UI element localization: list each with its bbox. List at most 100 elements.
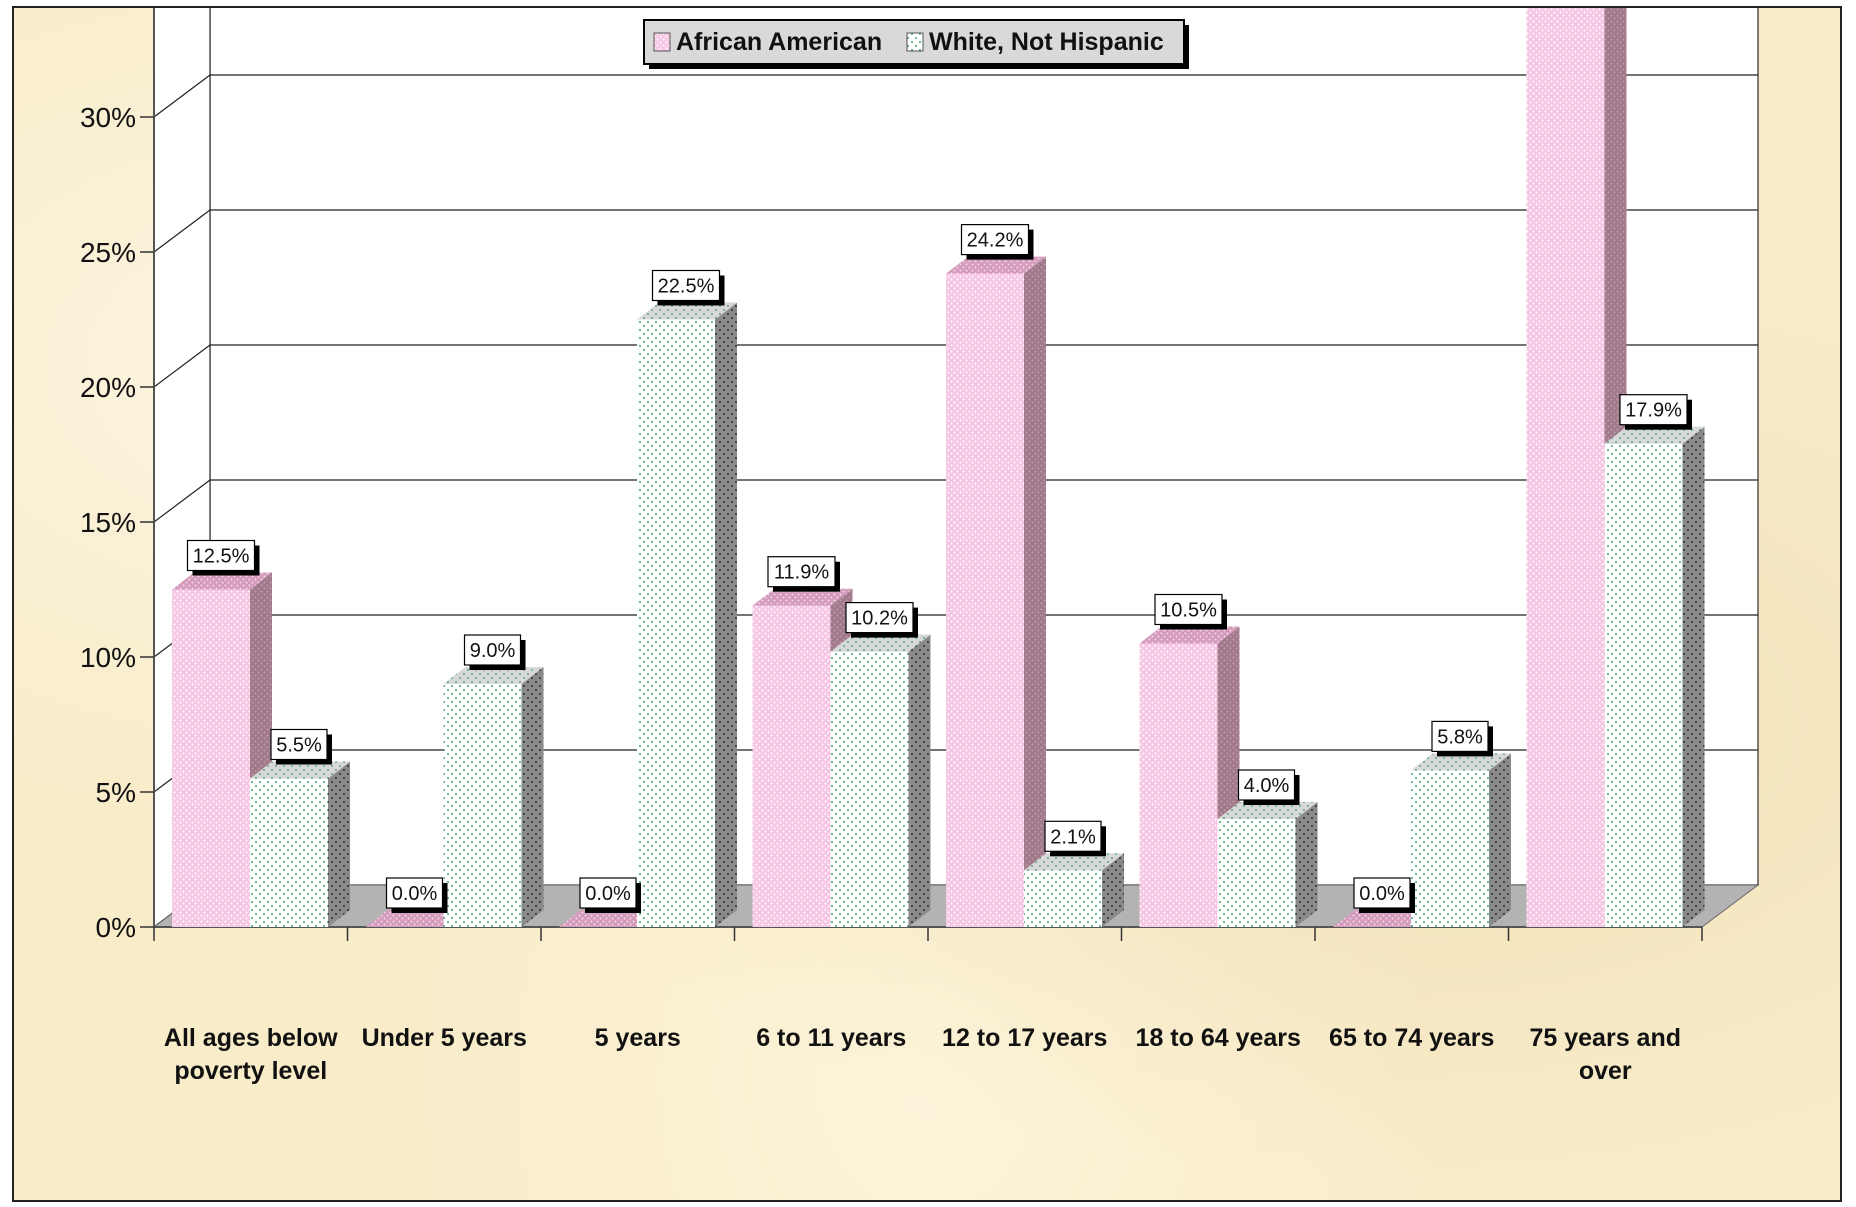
data-label-african-american: 24.2%: [960, 224, 1034, 260]
bar-front: [1411, 770, 1489, 927]
bar-side: [1024, 256, 1046, 928]
data-label-white-not-hispanic: 4.0%: [1237, 769, 1300, 805]
y-tick-label: 10%: [80, 642, 136, 673]
bar-side: [328, 761, 350, 927]
bar-top: [1139, 626, 1240, 644]
data-label-white-not-hispanic: 5.8%: [1431, 720, 1493, 757]
data-label-text: 22.5%: [658, 276, 715, 298]
data-label-african-american: 10.5%: [1154, 593, 1227, 630]
gridline: [153, 74, 1758, 118]
bar-top: [172, 572, 272, 590]
bars: [172, 8, 1705, 928]
data-label-african-american: 0.0%: [579, 877, 641, 913]
bar-white-not-hispanic: [250, 761, 350, 927]
data-label-text: 0.0%: [392, 883, 438, 905]
data-label-box: [579, 877, 637, 909]
bar-front: [250, 778, 328, 927]
y-tick-label: 5%: [96, 777, 136, 808]
bar-top: [637, 302, 737, 320]
x-category-label: 65 to 74 years: [1329, 1024, 1494, 1052]
bar-african-american: [559, 910, 659, 927]
x-category-label: Under 5 years: [362, 1024, 527, 1052]
bar-top: [1024, 853, 1124, 871]
data-labels: 12.5%0.0%0.0%11.9%24.2%10.5%0.0%34.6%5.5…: [186, 224, 1692, 913]
bar-top: [1604, 426, 1705, 444]
x-category-label: All ages below: [164, 1024, 338, 1052]
data-label-text: 10.2%: [851, 608, 908, 630]
bar-front: [637, 319, 715, 927]
x-category-label: 12 to 17 years: [942, 1024, 1107, 1052]
data-label-box: [186, 539, 256, 572]
bar-side: [1489, 753, 1511, 927]
y-tick-label: 20%: [80, 372, 136, 403]
data-label-white-not-hispanic: 2.1%: [1044, 820, 1106, 857]
bar-front: [1139, 643, 1218, 927]
data-label-box: [845, 601, 914, 634]
data-label-african-american: 12.5%: [186, 539, 260, 576]
x-category-label: 18 to 64 years: [1136, 1024, 1301, 1052]
data-label-african-american: 11.9%: [767, 556, 840, 592]
legend-label-african-american: African American: [676, 28, 882, 56]
bar-white-not-hispanic: [637, 302, 737, 927]
x-category-label: poverty level: [174, 1057, 327, 1085]
data-label-box: [1353, 877, 1411, 909]
data-label-text: 9.0%: [470, 640, 516, 662]
data-label-text: 10.5%: [1160, 600, 1217, 622]
legend: African American White, Not Hispanic: [643, 19, 1189, 69]
bar-front: [830, 651, 909, 927]
bar-side: [1295, 802, 1318, 927]
bar-top: [752, 588, 853, 606]
bar-white-not-hispanic: [1604, 426, 1705, 927]
bar-top: [830, 634, 931, 652]
data-label-box: [270, 728, 328, 761]
bar-side: [1682, 426, 1705, 927]
data-label-text: 5.8%: [1437, 726, 1483, 748]
bar-african-american: [1333, 910, 1433, 927]
y-axis-ticks: 0%5%10%15%20%25%30%35%: [80, 102, 154, 943]
bar-top: [946, 256, 1046, 274]
data-label-white-not-hispanic: 9.0%: [463, 634, 526, 670]
data-label-text: 24.2%: [967, 230, 1024, 252]
bar-front: [1526, 8, 1605, 928]
data-label-text: 12.5%: [193, 546, 250, 568]
data-label-box: [385, 877, 444, 909]
bar-front: [752, 605, 831, 927]
data-label-box: [1431, 720, 1489, 753]
x-category-label: 5 years: [595, 1024, 681, 1052]
y-tick-label: 30%: [80, 102, 136, 133]
bar-african-american: [365, 910, 466, 927]
bar-front: [172, 589, 250, 927]
bar-side: [715, 302, 737, 927]
data-label-text: 0.0%: [1359, 883, 1405, 905]
data-label-box: [1619, 394, 1688, 426]
bar-white-not-hispanic: [1217, 802, 1318, 927]
data-label-box: [1237, 769, 1296, 801]
bar-front: [443, 684, 522, 927]
x-category-label: 75 years and: [1530, 1024, 1682, 1052]
data-label-white-not-hispanic: 10.2%: [845, 601, 918, 638]
x-axis-ticks: All ages below poverty level Under 5 years…: [153, 927, 1703, 1085]
data-label-box: [1044, 820, 1102, 852]
bar-african-american: [1139, 626, 1240, 927]
gridline: [153, 344, 1758, 388]
data-label-white-not-hispanic: 17.9%: [1619, 394, 1692, 430]
data-label-african-american: 0.0%: [1353, 877, 1415, 913]
data-label-box: [960, 224, 1030, 256]
data-label-white-not-hispanic: 5.5%: [270, 728, 332, 765]
bar-african-american: [946, 256, 1046, 928]
gridline: [153, 209, 1758, 253]
bar-white-not-hispanic: [443, 667, 544, 927]
data-label-text: 0.0%: [585, 883, 631, 905]
bar-top-flat: [559, 910, 659, 927]
y-tick-label: 15%: [80, 507, 136, 538]
data-label-text: 4.0%: [1244, 775, 1290, 797]
data-label-text: 11.9%: [774, 562, 829, 584]
bar-chart: 0%5%10%15%20%25%30%35% All ages belowpov…: [80, 8, 1760, 1085]
bar-top: [1411, 753, 1511, 771]
data-label-box: [767, 556, 836, 588]
legend-swatch-african-american: [653, 32, 671, 52]
gridline: [153, 479, 1758, 523]
y-tick-label: 25%: [80, 237, 136, 268]
data-label-box: [1154, 593, 1223, 626]
bar-front: [946, 273, 1024, 928]
